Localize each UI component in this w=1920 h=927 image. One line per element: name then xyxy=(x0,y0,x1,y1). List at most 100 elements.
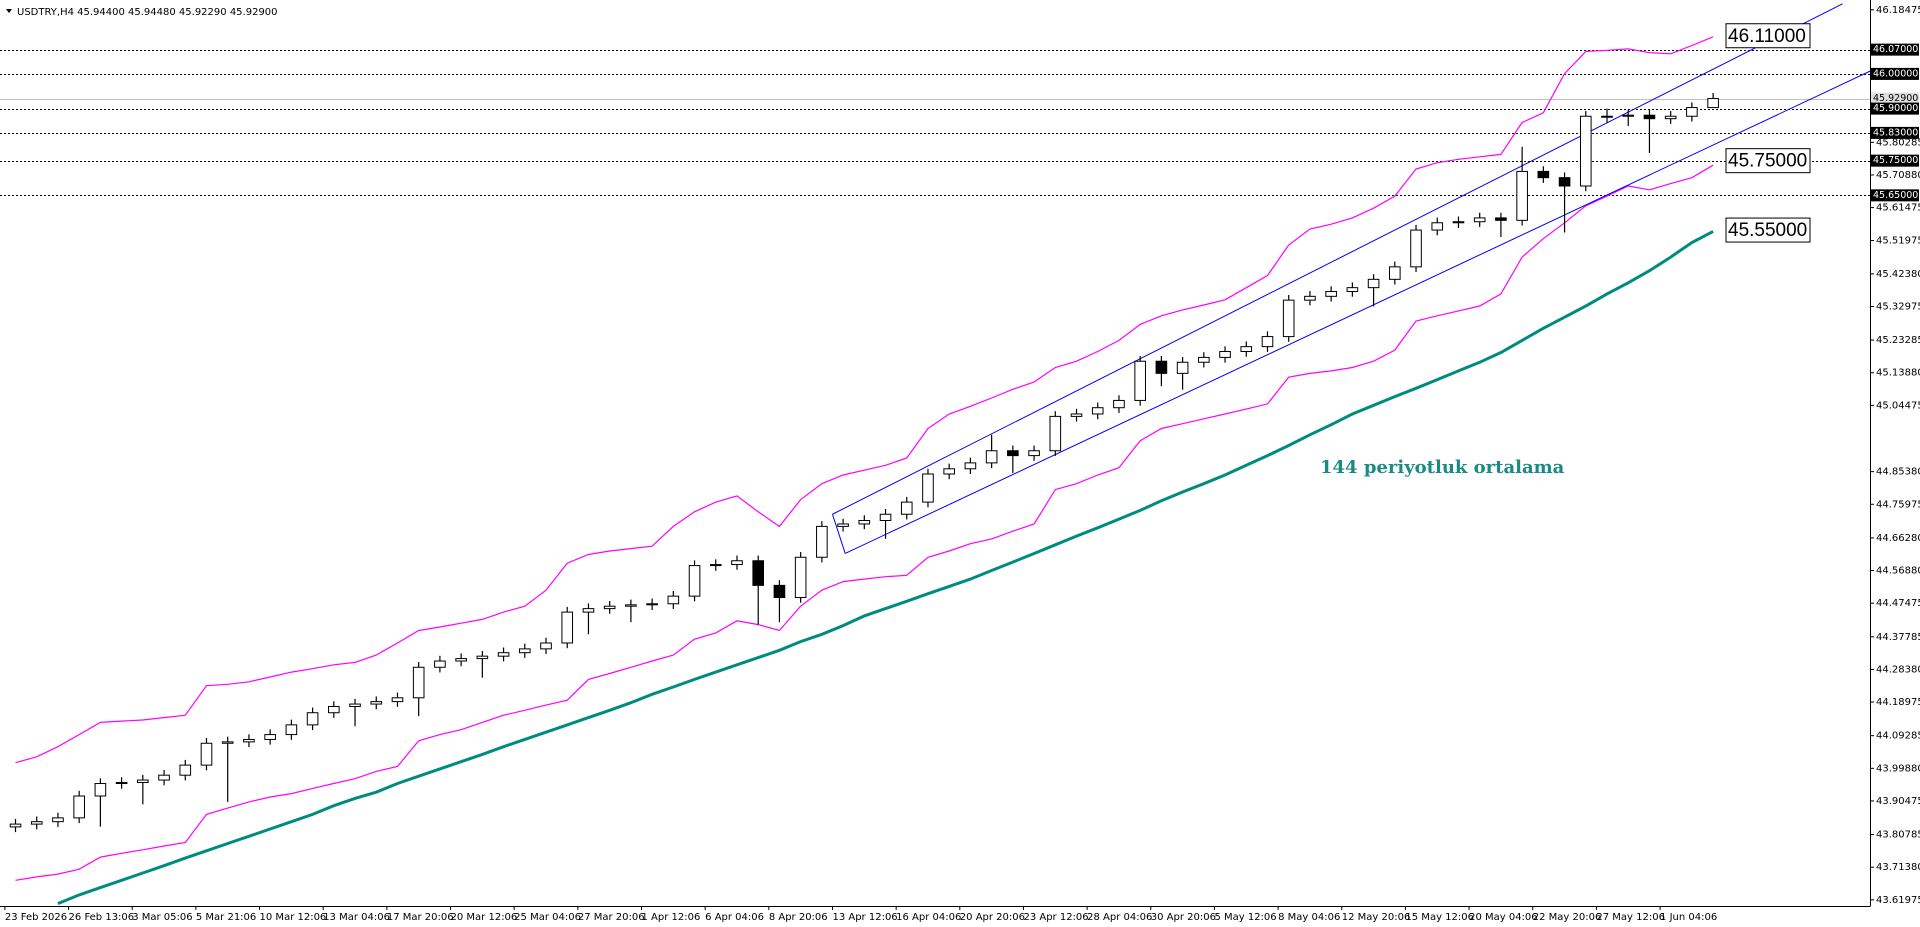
indicator-line xyxy=(15,164,1714,881)
x-tick-label: 20 Mar 12:06 xyxy=(451,912,518,923)
x-tick-label: 6 Apr 04:06 xyxy=(705,912,764,923)
x-tick-label: 13 Mar 04:06 xyxy=(323,912,390,923)
y-tick-label: 43.71380 xyxy=(1876,862,1920,873)
candle-body xyxy=(391,697,404,703)
menu-triangle[interactable] xyxy=(6,9,12,13)
candle-body xyxy=(1325,290,1337,297)
candle-body xyxy=(1579,115,1592,187)
candle-body xyxy=(455,658,467,662)
annotation-label: 45.55000 xyxy=(1728,220,1807,241)
candle-body xyxy=(1240,346,1253,353)
y-tick-label: 44.66280 xyxy=(1876,533,1920,544)
candle-body xyxy=(879,513,892,521)
level-label-box xyxy=(1871,126,1919,139)
candle-body xyxy=(1495,217,1507,221)
x-tick-label: 25 Mar 04:06 xyxy=(514,912,581,923)
candle-body xyxy=(773,584,786,599)
candle-body xyxy=(709,564,722,567)
channel-line xyxy=(832,3,1843,515)
x-tick-label: 3 Mar 05:06 xyxy=(132,912,192,923)
candle-body xyxy=(900,501,913,515)
level-label: 45.65000 xyxy=(1873,190,1918,201)
candle-body xyxy=(137,779,149,783)
x-tick-label: 20 May 04:06 xyxy=(1469,912,1538,923)
candle-body xyxy=(9,823,22,828)
candle-body xyxy=(603,605,616,610)
price-axis: 46.18475 45.80285 45.70880 45.61475 45.51975… xyxy=(1870,5,1920,906)
y-tick-label: 45.32975 xyxy=(1876,301,1920,312)
x-tick-label: 12 May 20:06 xyxy=(1342,912,1411,923)
candle-body xyxy=(306,712,319,726)
chart-header: USDTRY,H4 45.94400 45.94480 45.92290 45.… xyxy=(17,7,278,18)
candle-body xyxy=(179,764,192,776)
candle-body xyxy=(1155,360,1168,374)
annotation-box xyxy=(1725,148,1811,174)
x-tick-label: 8 May 04:06 xyxy=(1278,912,1340,923)
x-tick-label: 20 Apr 20:06 xyxy=(960,912,1025,923)
y-tick-label: 45.13880 xyxy=(1876,368,1920,379)
x-tick-label: 15 May 12:06 xyxy=(1405,912,1474,923)
y-tick-label: 44.56880 xyxy=(1876,566,1920,577)
candle-body xyxy=(1664,115,1677,120)
y-tick-label: 45.23285 xyxy=(1876,335,1920,346)
candle-body xyxy=(752,560,765,586)
x-tick-label: 23 Feb 2026 xyxy=(5,912,67,923)
candle-body xyxy=(1473,217,1486,223)
x-tick-label: 13 Apr 12:06 xyxy=(832,912,897,923)
annotation-label: 45.75000 xyxy=(1728,151,1807,172)
annotation-label: 46.11000 xyxy=(1728,26,1806,47)
x-tick-label: 16 Apr 04:06 xyxy=(896,912,961,923)
y-tick-label: 45.61475 xyxy=(1876,203,1920,214)
x-tick-label: 10 Mar 12:06 xyxy=(260,912,327,923)
level-label: 46.07000 xyxy=(1873,44,1918,55)
candle-body xyxy=(1707,98,1719,109)
x-tick-label: 5 May 12:06 xyxy=(1214,912,1276,923)
candle-body xyxy=(964,462,977,470)
candle-body xyxy=(1007,450,1019,457)
candle-body xyxy=(1198,356,1210,363)
x-tick-label: 27 May 12:06 xyxy=(1596,912,1665,923)
candle-body xyxy=(794,556,807,599)
candle-body xyxy=(1113,399,1125,409)
level-label-box xyxy=(1871,189,1919,202)
candle-body xyxy=(1643,114,1656,120)
candle-body xyxy=(1049,415,1062,452)
candle-body xyxy=(1537,170,1550,179)
candle-body xyxy=(688,565,701,597)
x-tick-label: 26 Feb 13:06 xyxy=(69,912,135,923)
x-tick-label: 1 Apr 12:06 xyxy=(642,912,701,923)
level-label-box xyxy=(1871,67,1919,80)
candle-body xyxy=(1028,450,1040,457)
x-tick-label: 5 Mar 21:06 xyxy=(196,912,256,923)
candle-body xyxy=(1346,287,1359,292)
level-label: 45.92900 xyxy=(1873,93,1918,104)
candle-body xyxy=(518,648,531,654)
y-tick-label: 43.90475 xyxy=(1876,796,1920,807)
candle-body xyxy=(476,655,489,660)
channel-edge xyxy=(832,514,846,554)
candle-body xyxy=(1282,299,1295,338)
level-label-box xyxy=(1871,154,1919,167)
candle-body xyxy=(816,525,828,558)
y-tick-label: 44.28380 xyxy=(1876,664,1920,675)
candle-body xyxy=(349,703,361,707)
candle-body xyxy=(497,652,510,657)
candle-body xyxy=(646,603,658,606)
x-tick-label: 23 Apr 12:06 xyxy=(1023,912,1088,923)
candle-body xyxy=(434,660,446,668)
indicator-line xyxy=(15,36,1714,764)
candle-body xyxy=(264,734,276,740)
candle-body xyxy=(1686,107,1698,117)
candle-body xyxy=(1176,361,1189,374)
level-label: 46.00000 xyxy=(1873,68,1918,79)
candle-body xyxy=(1219,351,1231,358)
x-tick-label: 22 May 20:06 xyxy=(1533,912,1602,923)
candle-body xyxy=(943,468,955,475)
candle-body xyxy=(858,519,871,525)
x-tick-label: 30 Apr 20:06 xyxy=(1151,912,1216,923)
level-label-box xyxy=(1871,102,1919,115)
candle-body xyxy=(370,701,383,705)
